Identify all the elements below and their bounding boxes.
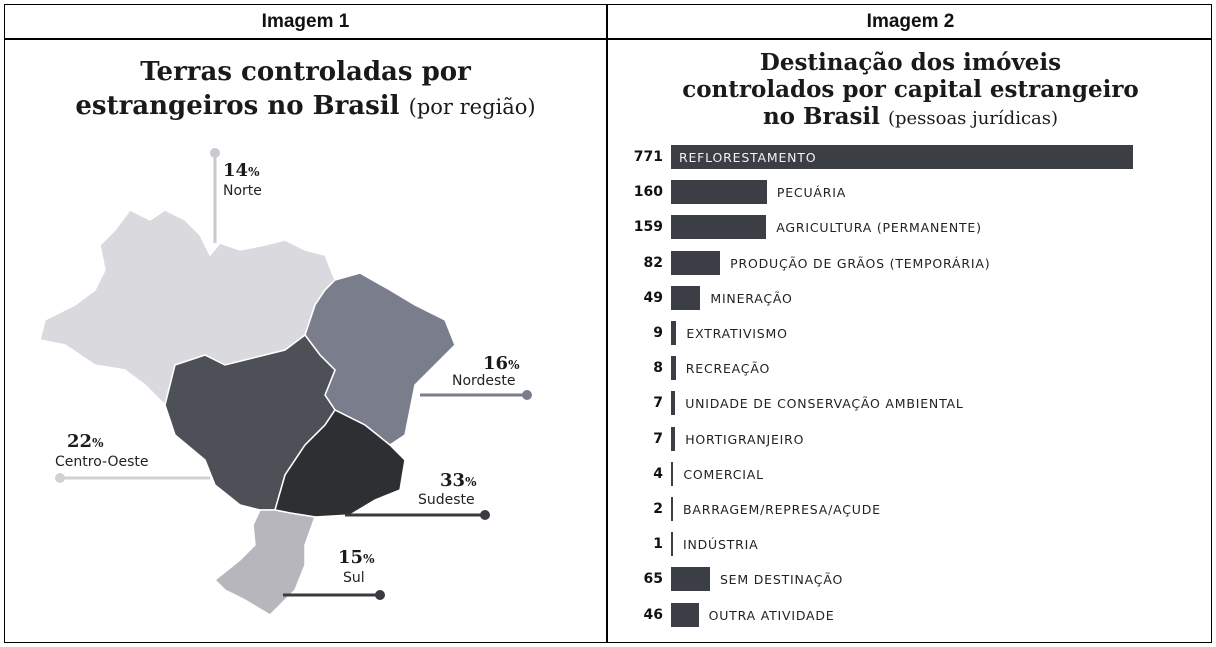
- bar-category-label: RECREAÇÃO: [685, 361, 771, 377]
- map-title-sub: (por região): [408, 95, 536, 119]
- chart-title-line1: Destinação dos imóveis: [759, 49, 1062, 76]
- bar-value-label: 65: [643, 571, 663, 588]
- bar: [671, 426, 676, 451]
- bar-value-label: 771: [633, 149, 663, 165]
- bar-value-label: 159: [633, 219, 663, 236]
- bar-value-label: 1: [653, 536, 663, 553]
- bar: [671, 285, 701, 310]
- bar-category-label: AGRICULTURA (PERMANENTE): [776, 220, 982, 236]
- chart-title-line2: controlados por capital estrangeiro: [682, 76, 1139, 103]
- bar-value-label: 46: [643, 606, 663, 623]
- bar: [671, 461, 674, 486]
- bar: [671, 602, 699, 627]
- bar: [671, 321, 677, 345]
- norte-pct: 14%: [223, 160, 260, 181]
- bar-category-label: HORTIGRANJEIRO: [685, 431, 805, 447]
- bar-category-label: REFLORESTAMENTO: [679, 150, 817, 165]
- header-divider: [5, 38, 1211, 40]
- map-title-line1: Terras controladas por: [140, 57, 471, 87]
- figure-frame: Imagem 1 Imagem 2 Terras controladas por…: [4, 4, 1212, 643]
- sul-dot: [375, 590, 385, 600]
- sudeste-pct: 33%: [440, 470, 477, 491]
- bar-value-label: 7: [653, 430, 663, 447]
- bar-category-label: INDÚSTRIA: [683, 537, 759, 553]
- norte-dot: [210, 148, 220, 158]
- bar-category-label: EXTRATIVISMO: [686, 326, 788, 341]
- right-panel-header: Imagem 2: [866, 11, 955, 32]
- bar-value-label: 8: [653, 360, 663, 377]
- left-panel-header: Imagem 1: [261, 11, 350, 32]
- chart-title-sub: (pessoas jurídicas): [887, 108, 1059, 129]
- nordeste-label: Nordeste: [452, 373, 516, 389]
- bar: [671, 391, 676, 416]
- bar-category-label: SEM DESTINAÇÃO: [719, 572, 844, 588]
- bar-category-label: COMERCIAL: [683, 466, 764, 482]
- bar-value-label: 4: [653, 465, 663, 482]
- bar: [671, 532, 673, 557]
- bar-category-label: PECUÁRIA: [776, 185, 847, 201]
- region-sul: [213, 509, 317, 616]
- bar: [671, 567, 710, 592]
- sul-label: Sul: [343, 570, 365, 586]
- centro-oeste-pct: 22%: [67, 431, 104, 452]
- bar-value-label: 7: [653, 395, 663, 412]
- bar-value-label: 82: [643, 254, 663, 271]
- centro-oeste-dot: [55, 473, 65, 483]
- map-title-line2: estrangeiros no Brasil: [75, 91, 400, 121]
- bar-value-label: 9: [653, 325, 663, 341]
- region-sudeste: [274, 409, 406, 518]
- map-title: Terras controladas por estrangeiros no B…: [5, 55, 606, 124]
- bar-category-label: BARRAGEM/REPRESA/AÇUDE: [683, 502, 881, 517]
- sudeste-label: Sudeste: [418, 492, 475, 508]
- bar: [671, 356, 676, 381]
- bar: [671, 180, 767, 205]
- bar: [671, 145, 1133, 169]
- bar-value-label: 160: [633, 184, 663, 201]
- norte-label: Norte: [223, 183, 262, 199]
- bar-category-label: PRODUÇÃO DE GRÃOS (TEMPORÁRIA): [730, 255, 991, 271]
- bar-category-label: UNIDADE DE CONSERVAÇÃO AMBIENTAL: [685, 396, 964, 412]
- centro-oeste-label: Centro-Oeste: [55, 454, 149, 470]
- sul-pct: 15%: [338, 547, 375, 568]
- bar: [671, 250, 721, 275]
- sudeste-dot: [480, 510, 490, 520]
- chart-title: Destinação dos imóveis controlados por c…: [608, 49, 1213, 132]
- brazil-map: [39, 148, 532, 616]
- bar: [671, 497, 673, 521]
- bar-category-label: OUTRA ATIVIDADE: [708, 607, 835, 623]
- nordeste-dot: [522, 390, 532, 400]
- column-divider: [606, 5, 608, 642]
- bar-value-label: 2: [653, 501, 663, 517]
- chart-title-line3: no Brasil: [762, 103, 880, 130]
- nordeste-pct: 16%: [483, 353, 520, 374]
- bar: [671, 215, 767, 240]
- bar-value-label: 49: [643, 289, 663, 306]
- bar-category-label: MINERAÇÃO: [710, 290, 793, 306]
